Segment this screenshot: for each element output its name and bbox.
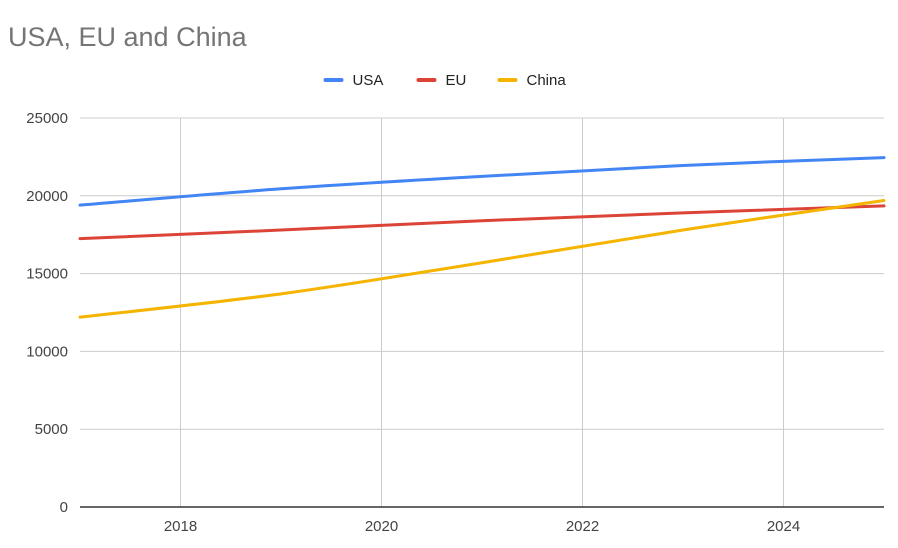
y-tick-label: 15000: [26, 266, 68, 283]
axes: 0 5000 10000 15000 20000 25000 2018 2020 2022 202…: [26, 110, 884, 535]
legend-label-china: China: [527, 72, 567, 89]
x-tick-label: 2020: [365, 518, 398, 535]
x-tick-label: 2018: [164, 518, 197, 535]
legend: USA EU China: [323, 72, 567, 89]
y-tick-label: 5000: [35, 421, 68, 438]
y-tick-label: 10000: [26, 343, 68, 360]
legend-item-usa: USA: [323, 72, 384, 89]
x-tick-label: 2022: [566, 518, 599, 535]
x-tick-label: 2024: [767, 518, 800, 535]
legend-label-eu: EU: [446, 72, 467, 89]
grid: [80, 117, 884, 507]
y-tick-label: 25000: [26, 110, 68, 127]
series-line-usa: [78, 156, 886, 207]
series-line-china: [78, 198, 886, 319]
y-tick-label: 0: [60, 499, 68, 516]
legend-item-eu: EU: [416, 72, 467, 89]
chart-title: USA, EU and China: [8, 22, 248, 52]
series-group: [78, 156, 886, 319]
y-tick-label: 20000: [26, 188, 68, 205]
series-line-eu: [78, 204, 886, 241]
legend-label-usa: USA: [353, 72, 384, 89]
legend-item-china: China: [497, 72, 567, 89]
